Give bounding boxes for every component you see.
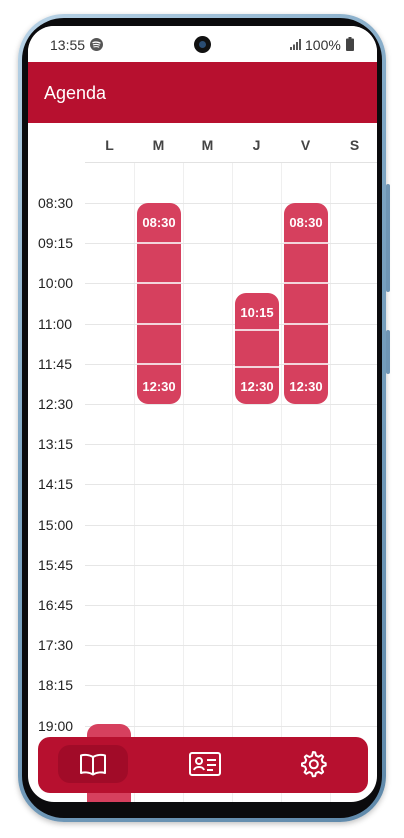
time-label: 08:30 <box>38 195 74 211</box>
event-slot-divider <box>235 329 279 332</box>
time-row-line <box>85 323 377 325</box>
time-label: 12:30 <box>38 396 74 412</box>
time-row-line <box>85 645 377 647</box>
signal-icon <box>290 39 301 50</box>
time-row-line <box>85 605 377 606</box>
time-label: 10:00 <box>38 275 74 292</box>
battery-percentage: 100% <box>305 37 341 53</box>
day-header: M <box>152 137 165 153</box>
front-camera <box>194 36 211 53</box>
day-header: L <box>105 137 114 153</box>
nav-settings-button[interactable] <box>278 745 348 783</box>
spotify-icon <box>90 38 103 51</box>
event-start-time: 10:15 <box>240 305 274 321</box>
event-start-time: 08:30 <box>142 215 176 230</box>
event-slot-divider <box>137 322 181 325</box>
time-row-line <box>85 283 377 285</box>
column-divider <box>232 163 233 802</box>
time-label: 13:15 <box>38 436 74 453</box>
app-bar: Agenda <box>28 62 377 123</box>
time-label: 11:00 <box>38 315 72 332</box>
nav-agenda-button[interactable] <box>58 745 128 783</box>
header-divider <box>85 162 377 163</box>
event-end-time: 12:30 <box>142 379 176 394</box>
column-divider <box>134 163 135 802</box>
event-slot-divider <box>235 366 279 369</box>
event-slot-divider <box>137 362 181 365</box>
time-row-line <box>85 564 377 566</box>
battery-icon <box>346 37 354 51</box>
nav-profile-button[interactable] <box>168 745 238 783</box>
event-start-time: 08:30 <box>289 215 323 230</box>
time-label: 15:45 <box>38 556 74 573</box>
agenda-grid: L M M J V S 08:30 09:15 10:00 11:00 11:45 12:30 13:1… <box>28 123 377 802</box>
power-button <box>386 330 390 374</box>
time-row-line <box>85 524 377 526</box>
volume-button <box>386 184 390 292</box>
day-header: J <box>252 137 261 153</box>
time-label: 15:00 <box>38 516 74 533</box>
column-divider <box>281 163 282 802</box>
bottom-nav <box>38 737 368 793</box>
time-row-line <box>85 685 377 687</box>
time-row-line <box>85 444 377 446</box>
time-label: 14:15 <box>38 476 74 493</box>
event-slot-divider <box>284 282 328 285</box>
status-bar: 13:55 100% <box>28 26 377 62</box>
time-label: 19:00 <box>38 717 74 734</box>
day-header: M <box>201 137 214 153</box>
column-divider <box>330 163 331 802</box>
day-header: V <box>300 137 311 153</box>
event-slot-divider <box>284 242 328 245</box>
day-header: S <box>349 137 360 153</box>
column-divider <box>183 163 184 802</box>
event-slot-divider <box>137 282 181 285</box>
event-end-time: 12:30 <box>289 379 323 394</box>
event-slot-divider <box>284 362 328 365</box>
time-label: 09:15 <box>38 235 74 252</box>
event-end-time: 12:30 <box>240 378 274 394</box>
time-row-line <box>85 363 377 365</box>
event-slot-divider <box>284 322 328 325</box>
time-row-line <box>85 243 377 245</box>
time-label: 18:15 <box>38 677 74 694</box>
time-row-line <box>85 484 377 486</box>
time-row-line <box>85 404 377 405</box>
time-label: 17:30 <box>38 637 74 654</box>
time-row-line <box>85 725 377 727</box>
status-time: 13:55 <box>50 37 86 53</box>
event-slot-divider <box>137 242 181 245</box>
event-block[interactable]: 10:15 12:30 <box>235 293 279 404</box>
screen: 13:55 100% Agenda L M M J V S 08:30 09:15 10:00 1… <box>28 26 377 802</box>
time-label: 11:45 <box>38 355 72 372</box>
event-block[interactable]: 08:30 12:30 <box>284 203 328 404</box>
time-row-line <box>85 203 377 204</box>
time-label: 16:45 <box>38 597 74 613</box>
event-block[interactable]: 08:30 12:30 <box>137 203 181 404</box>
page-title: Agenda <box>44 83 107 103</box>
